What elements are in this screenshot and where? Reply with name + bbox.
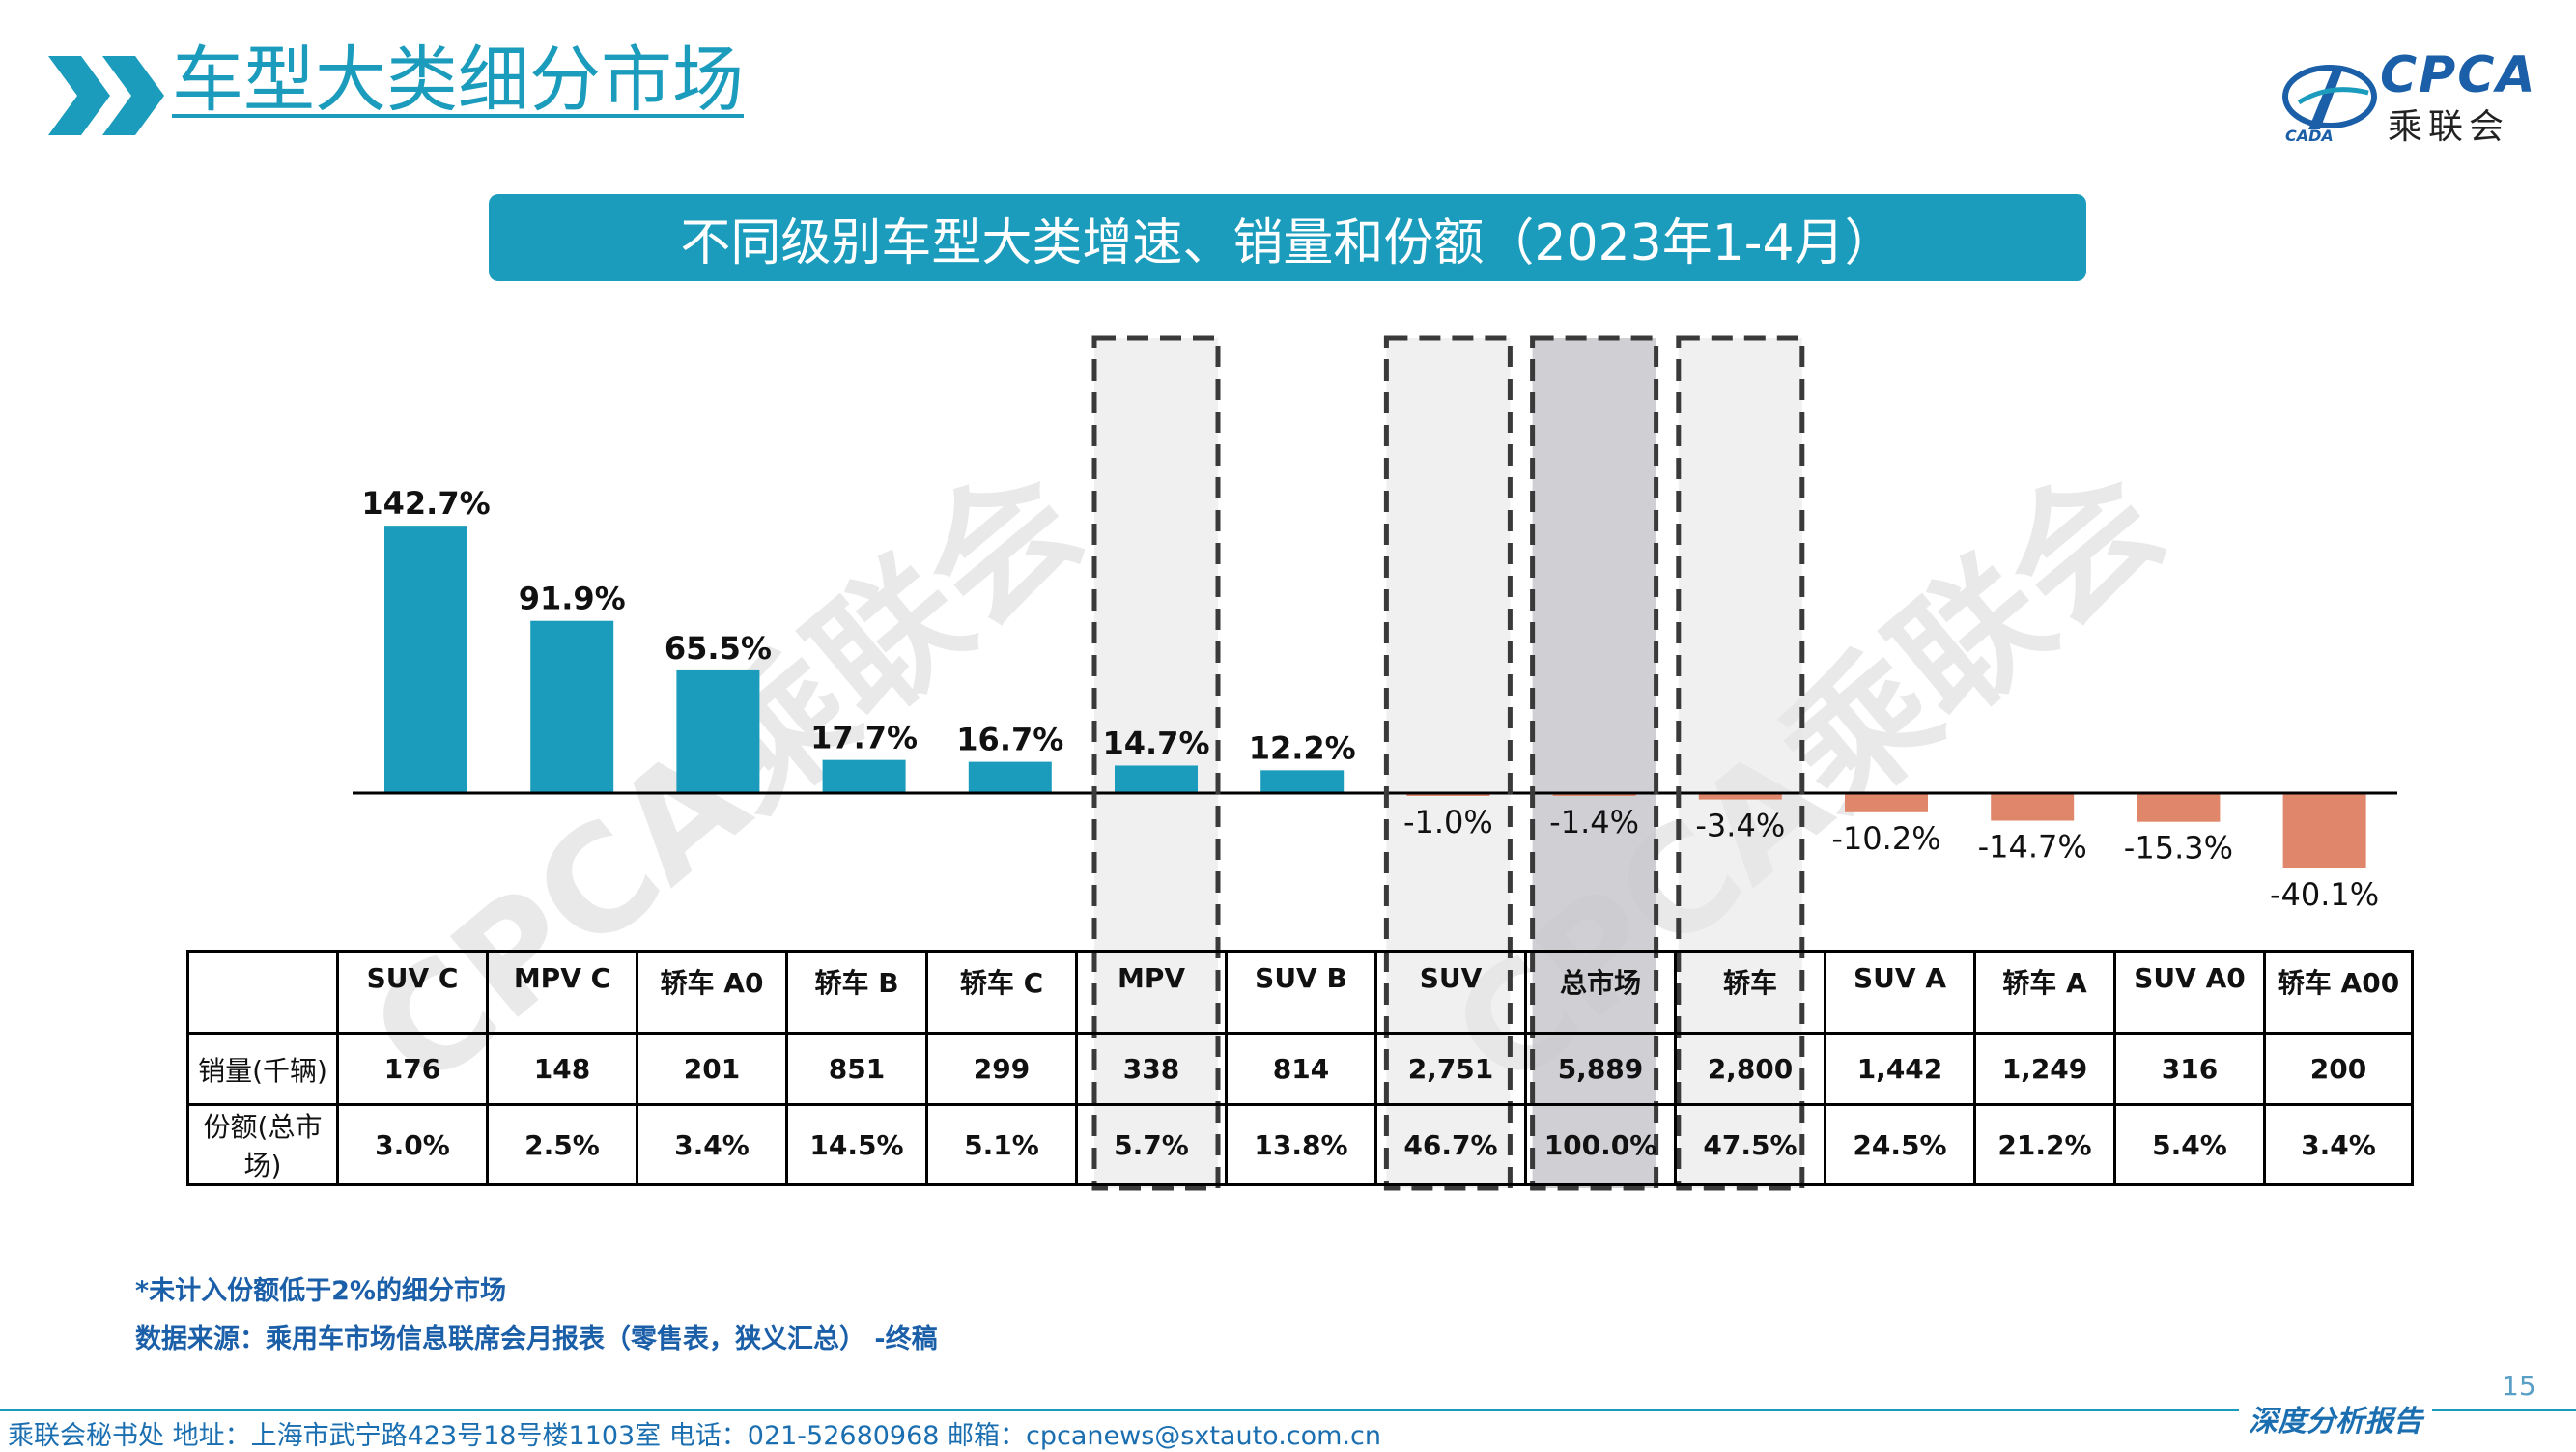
footer-divider: [0, 1409, 2576, 1411]
bar: [822, 759, 906, 793]
data-label: 12.2%: [1249, 729, 1356, 766]
page-number: 15: [2502, 1370, 2536, 1402]
column-header: SUV A0: [2113, 950, 2266, 1035]
bar: [1845, 793, 1928, 812]
table-row-share: 份额(总市场) 3.0% 2.5% 3.4% 14.5% 5.1% 5.7% 13.8% 46…: [186, 1103, 2414, 1186]
row-label-sales: 销量(千辆): [186, 1032, 339, 1106]
share-cell: 24.5%: [1824, 1103, 1976, 1186]
svg-text:CADA: CADA: [2285, 127, 2334, 143]
column-header: 轿车 A: [1973, 950, 2116, 1035]
cpca-emblem-icon: CADA: [2282, 65, 2377, 143]
bar: [1991, 793, 2075, 821]
highlight-dashed-border: [1091, 335, 1221, 1191]
data-label: -15.3%: [2124, 830, 2233, 867]
title-chevron-icon: [48, 56, 164, 135]
column-header: 轿车 A00: [2263, 950, 2414, 1035]
data-table: SUV C MPV C 轿车 A0 轿车 B 轿车 C MPV SUV B SUV 总市场 轿车 S…: [186, 950, 2414, 1186]
data-label: -40.1%: [2270, 876, 2379, 913]
bar: [384, 526, 467, 793]
share-cell: 13.8%: [1225, 1103, 1377, 1186]
chart-title-banner: 不同级别车型大类增速、销量和份额（2023年1-4月）: [489, 194, 2086, 281]
sales-cell: 148: [486, 1032, 638, 1106]
sales-cell: 2,800: [1674, 1032, 1826, 1106]
bar: [530, 620, 614, 793]
column-header: 轿车 B: [785, 950, 928, 1035]
share-cell: 5.7%: [1075, 1103, 1228, 1186]
bar: [1260, 770, 1345, 793]
table-row-sales: 销量(千辆) 176 148 201 851 299 338 814 2,751 5,889 2,…: [186, 1032, 2414, 1106]
sales-cell: 5,889: [1524, 1032, 1677, 1106]
logo-text: CPCA: [2380, 46, 2537, 104]
share-cell: 3.0%: [336, 1103, 489, 1186]
sales-cell: 201: [636, 1032, 788, 1106]
data-label: 142.7%: [361, 485, 490, 522]
bar: [2282, 793, 2366, 868]
share-cell: 2.5%: [486, 1103, 638, 1186]
data-label: -1.4%: [1549, 804, 1639, 840]
sales-cell: 2,751: [1374, 1032, 1527, 1106]
share-cell: 47.5%: [1674, 1103, 1826, 1186]
sales-cell: 851: [785, 1032, 928, 1106]
bar: [2137, 793, 2221, 822]
sales-cell: 1,442: [1824, 1032, 1976, 1106]
column-header: SUV C: [336, 950, 489, 1035]
share-cell: 3.4%: [636, 1103, 788, 1186]
data-label: 17.7%: [810, 720, 918, 756]
footer-tag: 深度分析报告: [2239, 1397, 2432, 1439]
sales-cell: 176: [336, 1032, 489, 1106]
bar: [1115, 765, 1198, 793]
share-cell: 3.4%: [2263, 1103, 2414, 1186]
data-label: 91.9%: [519, 581, 626, 617]
sales-cell: 338: [1075, 1032, 1228, 1106]
share-cell: 46.7%: [1374, 1103, 1527, 1186]
column-header: SUV: [1374, 950, 1527, 1035]
column-header: SUV A: [1824, 950, 1976, 1035]
column-header: 轿车 C: [925, 950, 1078, 1035]
data-label: 16.7%: [956, 722, 1063, 758]
share-cell: 21.2%: [1973, 1103, 2116, 1186]
table-corner-cell: [186, 950, 339, 1035]
column-header: 总市场: [1524, 950, 1677, 1035]
row-label-share: 份额(总市场): [186, 1103, 339, 1186]
sales-cell: 200: [2263, 1032, 2414, 1106]
share-cell: 100.0%: [1524, 1103, 1677, 1186]
logo-subtext: 乘联会: [2388, 107, 2510, 147]
footnote-exclusion: *未计入份额低于2%的细分市场: [135, 1276, 506, 1306]
data-label: 14.7%: [1102, 725, 1209, 761]
highlight-dashed-border: [1530, 335, 1659, 1191]
footnote-source: 数据来源：乘用车市场信息联席会月报表（零售表，狭义汇总） -终稿: [135, 1324, 938, 1354]
page-title: 车型大类细分市场: [172, 39, 744, 122]
sales-cell: 299: [925, 1032, 1078, 1106]
column-header: MPV C: [486, 950, 638, 1035]
share-cell: 14.5%: [785, 1103, 928, 1186]
share-cell: 5.1%: [925, 1103, 1078, 1186]
column-header: MPV: [1075, 950, 1228, 1035]
data-label: -14.7%: [1978, 829, 2087, 866]
bar: [1698, 793, 1782, 800]
data-label: 65.5%: [665, 630, 772, 667]
share-cell: 5.4%: [2113, 1103, 2266, 1186]
data-label: -1.0%: [1403, 804, 1493, 840]
column-header: 轿车 A0: [636, 950, 788, 1035]
column-header: SUV B: [1225, 950, 1377, 1035]
footer-contact: 乘联会秘书处 地址：上海市武宁路423号18号楼1103室 电话：021-526…: [8, 1421, 1382, 1451]
highlight-dashed-border: [1383, 335, 1513, 1191]
bar: [676, 669, 760, 793]
chart-title: 不同级别车型大类增速、销量和份额（2023年1-4月）: [680, 214, 1895, 272]
highlight-dashed-border: [1676, 335, 1805, 1191]
cpca-logo: CADA CPCA 乘联会: [2279, 50, 2540, 147]
sales-cell: 316: [2113, 1032, 2266, 1106]
data-label: -3.4%: [1695, 808, 1785, 844]
bar: [968, 761, 1052, 793]
data-label: -10.2%: [1831, 820, 1940, 857]
sales-cell: 814: [1225, 1032, 1377, 1106]
column-header: 轿车: [1674, 950, 1826, 1035]
table-header-row: SUV C MPV C 轿车 A0 轿车 B 轿车 C MPV SUV B SUV 总市场 轿车 S…: [186, 950, 2414, 1035]
sales-cell: 1,249: [1973, 1032, 2116, 1106]
